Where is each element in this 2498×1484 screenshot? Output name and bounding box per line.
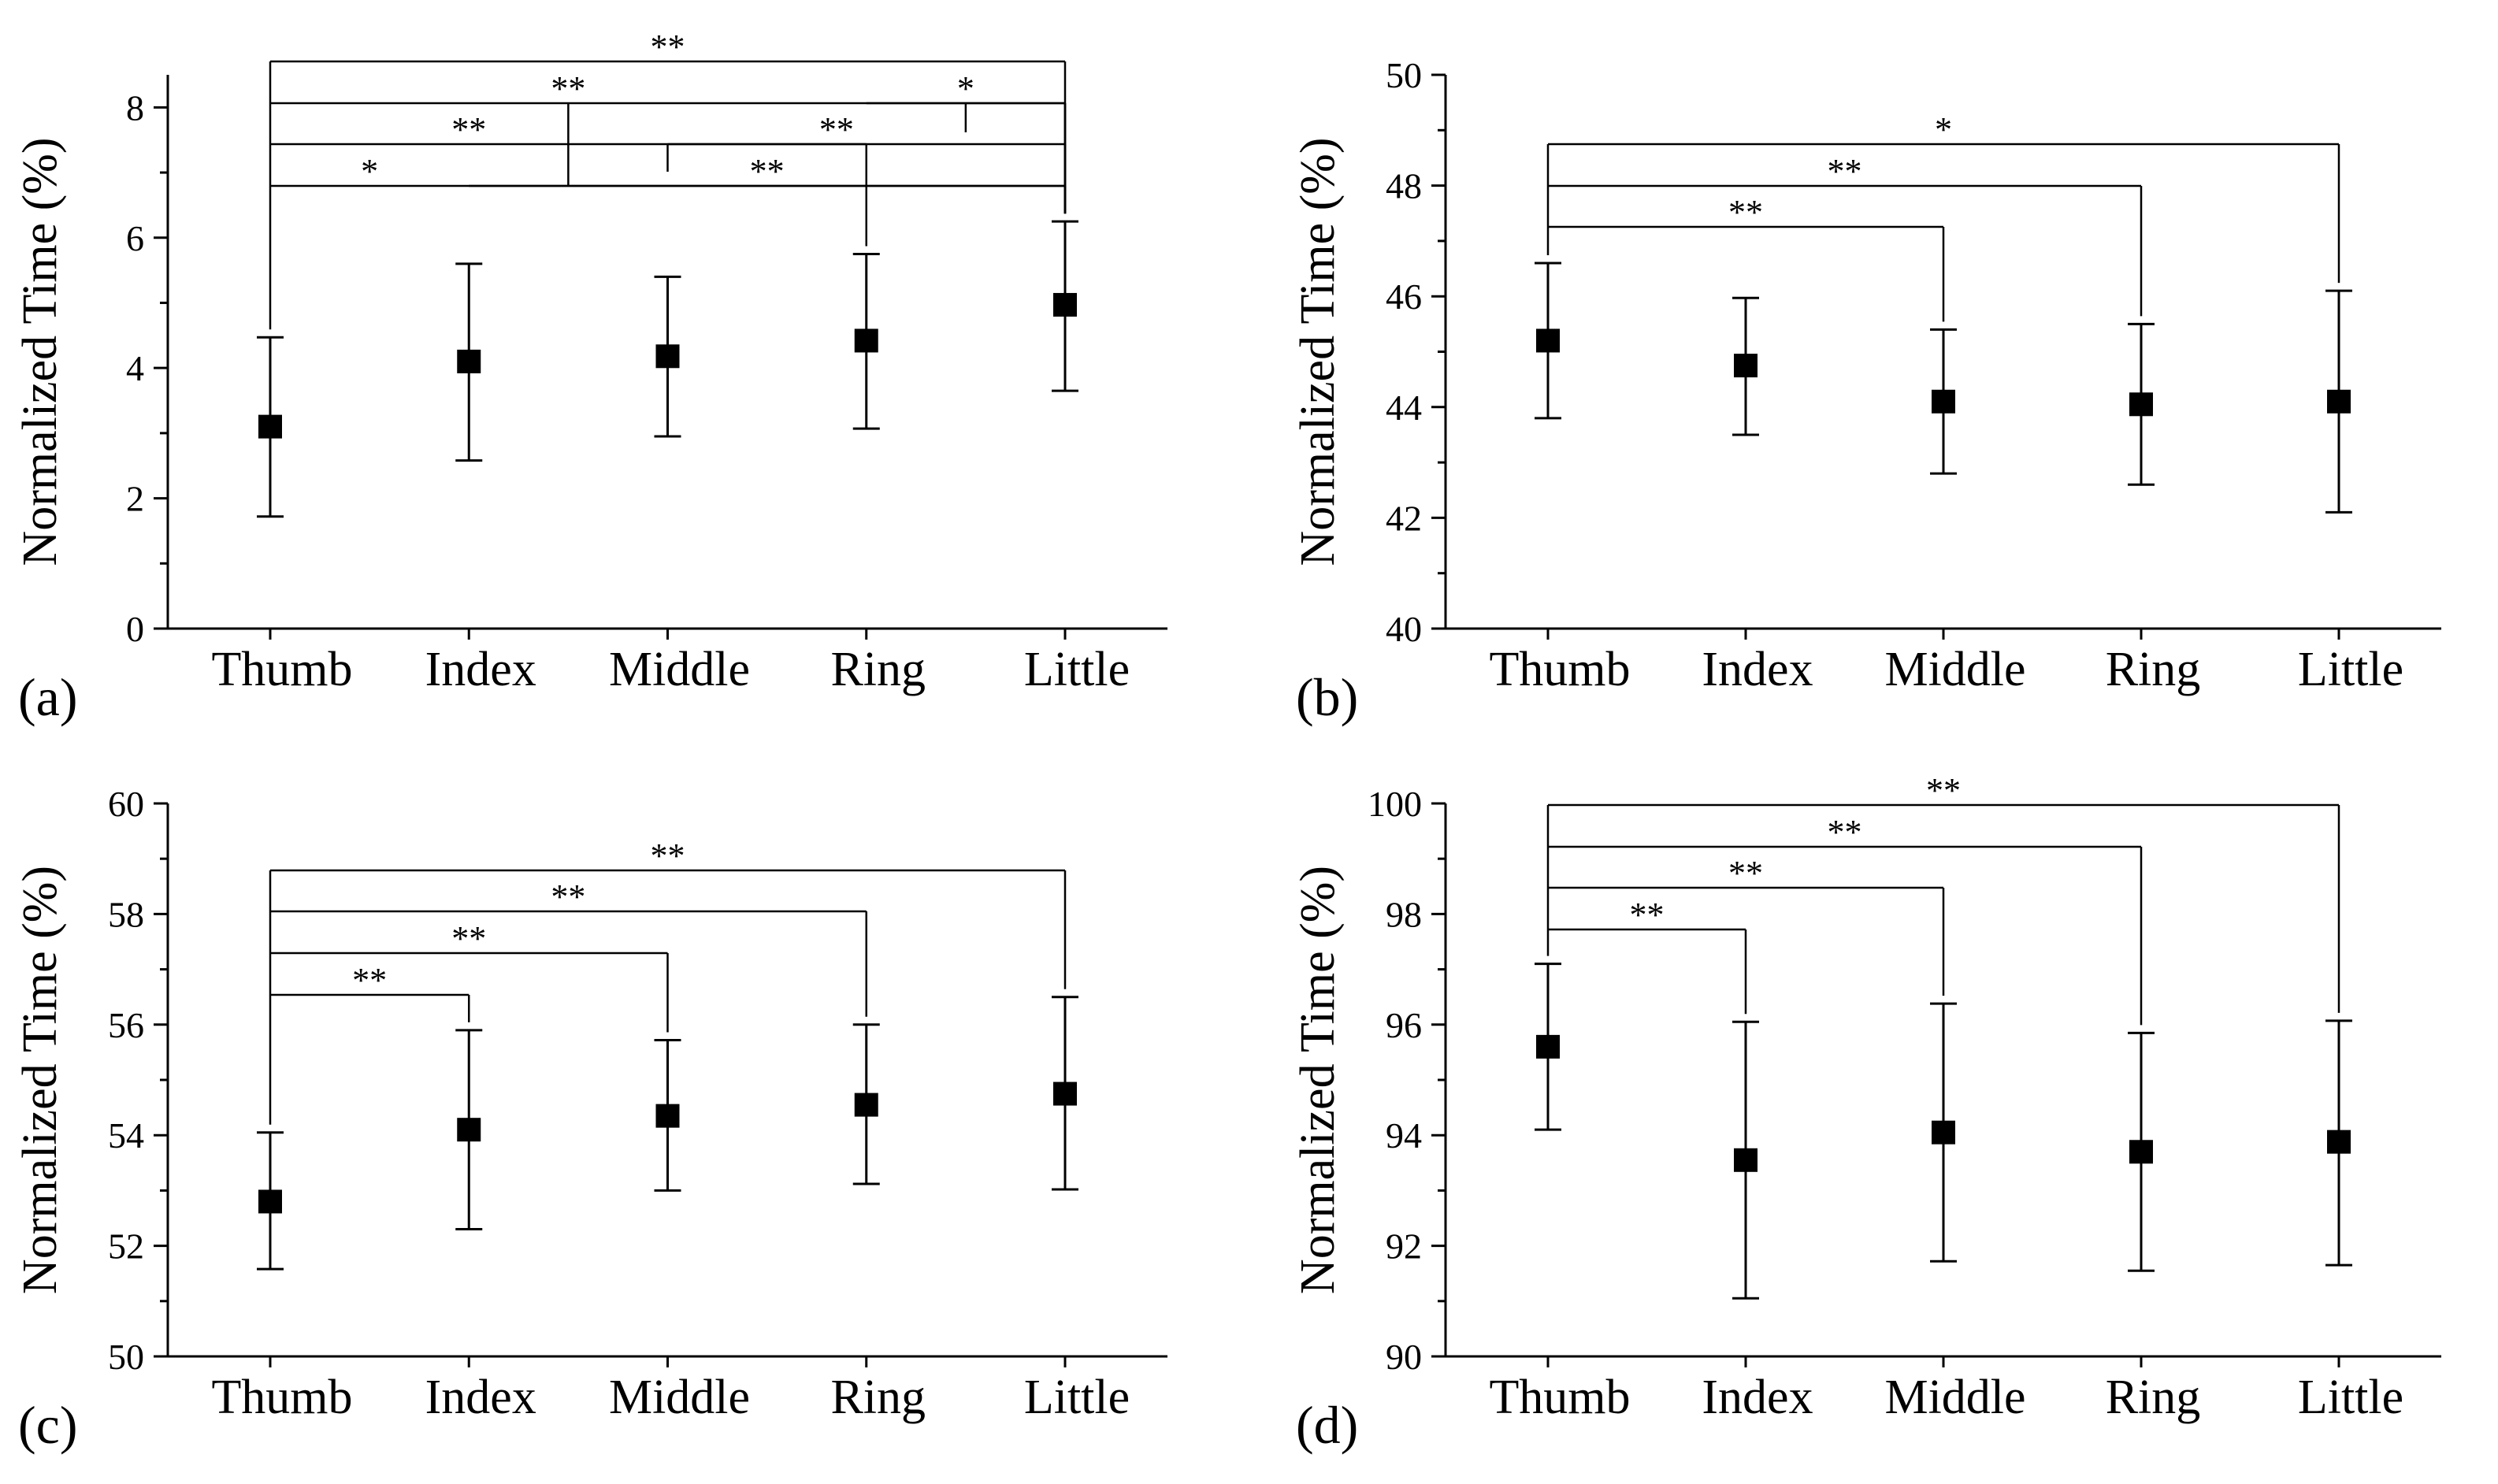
significance-label: ** [352,961,387,1000]
y-axis-title: Normalized Time (%) [13,137,67,566]
significance-label: ** [551,877,585,916]
significance-label: ** [651,837,685,875]
y-tick-label: 40 [1386,609,1422,649]
x-tick-label-thumb: Thumb [1489,643,1630,696]
y-tick-label: 98 [1386,894,1422,934]
data-point-ring [2129,1140,2153,1164]
y-tick-label: 58 [108,894,144,934]
data-point-little [1053,1081,1077,1106]
y-tick-label: 60 [108,784,144,824]
y-tick-label: 48 [1386,166,1422,206]
significance-label: ** [1728,193,1763,232]
x-tick-label-little: Little [2298,643,2403,696]
panel-label: (a) [18,667,77,727]
significance-label: ** [1828,813,1862,851]
y-tick-label: 50 [108,1337,144,1377]
y-tick-label: 100 [1368,784,1422,824]
data-point-index [1734,354,1758,378]
y-tick-label: 92 [1386,1226,1422,1267]
data-point-middle [655,1104,680,1128]
y-tick-label: 52 [108,1226,144,1267]
data-point-ring [2129,392,2153,417]
x-tick-label-index: Index [1702,1371,1813,1424]
data-point-index [1734,1148,1758,1172]
data-point-ring [854,1093,878,1117]
data-point-thumb [258,414,282,439]
data-point-little [1053,292,1077,317]
y-tick-label: 96 [1386,1005,1422,1045]
significance-label: ** [750,152,785,191]
significance-label: ** [451,919,486,958]
y-tick-label: 2 [126,479,144,519]
data-point-thumb [1536,1034,1560,1059]
y-tick-label: 54 [108,1115,144,1156]
significance-label: ** [651,28,685,66]
x-tick-label-thumb: Thumb [211,1371,352,1424]
significance-label: ** [1728,854,1763,892]
x-tick-label-middle: Middle [1884,643,2025,696]
y-tick-label: 6 [126,218,144,258]
data-point-middle [1932,1120,1955,1145]
x-tick-label-ring: Ring [830,1371,926,1424]
y-tick-label: 90 [1386,1337,1422,1377]
x-tick-label-ring: Ring [830,643,926,696]
x-tick-label-middle: Middle [1884,1371,2025,1424]
significance-label: ** [819,110,854,149]
significance-label: * [1935,110,1952,149]
significance-label: ** [551,69,585,108]
y-tick-label: 44 [1386,388,1422,428]
x-tick-label-little: Little [1024,643,1130,696]
data-point-little [2327,1130,2351,1154]
x-tick-label-ring: Ring [2106,1371,2201,1424]
data-point-thumb [258,1189,282,1214]
y-tick-label: 46 [1386,276,1422,317]
y-tick-label: 4 [126,348,144,388]
significance-label: ** [451,110,486,149]
significance-label: ** [1630,896,1665,934]
x-tick-label-middle: Middle [609,643,750,696]
significance-label: * [957,69,974,108]
y-tick-label: 56 [108,1005,144,1045]
y-tick-label: 50 [1386,55,1422,95]
significance-label: ** [1828,152,1862,191]
x-tick-label-index: Index [1702,643,1813,696]
y-tick-label: 94 [1386,1115,1422,1156]
y-tick-label: 8 [126,87,144,128]
x-tick-label-thumb: Thumb [211,643,352,696]
significance-label: * [361,152,378,191]
x-tick-label-index: Index [425,1371,536,1424]
panel-label: (b) [1296,667,1358,727]
significance-label: ** [1926,771,1961,810]
x-tick-label-ring: Ring [2106,643,2201,696]
data-point-index [457,1118,481,1142]
x-tick-label-middle: Middle [609,1371,750,1424]
data-point-thumb [1536,328,1560,353]
x-tick-label-little: Little [2298,1371,2403,1424]
data-point-index [457,349,481,373]
panel-label: (d) [1296,1395,1358,1455]
x-tick-label-index: Index [425,643,536,696]
y-axis-title: Normalized Time (%) [13,866,67,1294]
y-axis-title: Normalized Time (%) [1291,137,1345,566]
y-tick-label: 42 [1386,498,1422,538]
y-tick-label: 0 [126,609,144,649]
data-point-ring [854,328,878,353]
x-tick-label-little: Little [1024,1371,1130,1424]
data-point-middle [1932,389,1955,414]
y-axis-title: Normalized Time (%) [1291,866,1345,1294]
x-tick-label-thumb: Thumb [1489,1371,1630,1424]
data-point-little [2327,389,2351,414]
data-point-middle [655,344,680,369]
panel-label: (c) [18,1395,77,1455]
